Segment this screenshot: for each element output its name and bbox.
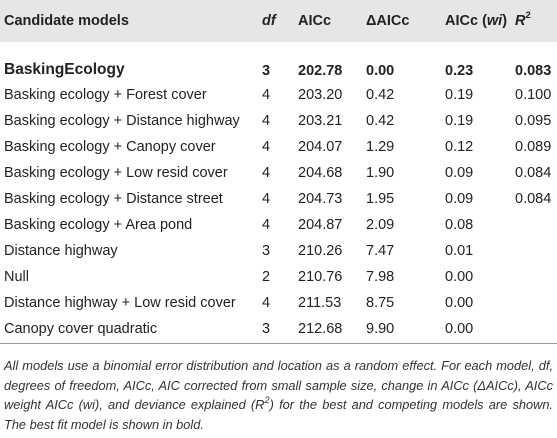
cell-wi: 0.23 — [445, 63, 474, 79]
cell-df: 4 — [262, 139, 271, 155]
cell-r2 — [515, 290, 557, 316]
cell-r2 — [515, 212, 557, 238]
cell-model: Basking ecology + Distance street — [4, 191, 223, 207]
cell-model: Canopy cover quadratic — [0, 316, 262, 344]
cell-r2: 0.084 — [515, 165, 552, 181]
cell-r2: 0.100 — [515, 87, 552, 103]
header-delta-aicc: ΔAICc — [366, 13, 410, 29]
table-footnote: All models use a binomial error distribu… — [4, 356, 553, 434]
cell-model: Basking ecology + Forest cover — [4, 87, 207, 103]
table-row: Basking ecology + Forest cover 4 203.20 0.4… — [0, 82, 557, 108]
header-r-squared-sup: 2 — [525, 10, 531, 22]
cell-daicc: 0.00 — [366, 63, 395, 79]
table-row: Basking ecology + Distance highway 4 203.2… — [0, 108, 557, 134]
cell-model: Basking ecology + Area pond — [4, 217, 193, 233]
header-aicc-weight: AICc (wi) — [445, 0, 515, 42]
cell-r2: 0.084 — [515, 191, 552, 207]
cell-daicc: 2.09 — [366, 217, 395, 233]
table-row: Basking ecology + Low resid cover 4 204.68… — [0, 160, 557, 186]
cell-wi: 0.19 — [445, 87, 474, 103]
cell-aicc: 202.78 — [298, 63, 343, 79]
cell-daicc: 0.42 — [366, 113, 395, 129]
header-r-squared: R2 — [515, 0, 557, 42]
table-row: Basking ecology + Canopy cover 4 204.07 1.2… — [0, 134, 557, 160]
header-df: df — [262, 13, 276, 29]
cell-aicc: 204.87 — [298, 217, 343, 233]
cell-daicc: 7.98 — [366, 269, 395, 285]
cell-aicc: 204.73 — [298, 191, 343, 207]
cell-daicc: 7.47 — [366, 243, 395, 259]
cell-aicc: 203.20 — [298, 87, 343, 103]
cell-df: 4 — [262, 165, 271, 181]
cell-df: 2 — [262, 269, 271, 285]
header-aicc-weight-suffix: ) — [502, 13, 508, 29]
cell-aicc: 210.76 — [298, 269, 343, 285]
cell-aicc: 204.68 — [298, 165, 343, 181]
cell-df: 4 — [262, 295, 271, 311]
cell-r2: 0.083 — [515, 63, 552, 79]
cell-model: Distance highway + Low resid cover — [4, 295, 236, 311]
cell-df: 4 — [262, 87, 271, 103]
cell-daicc: 0.42 — [366, 87, 395, 103]
table-row: BaskingEcology 3 202.78 0.00 0.23 0.083 — [0, 42, 557, 82]
cell-daicc: 1.90 — [366, 165, 395, 181]
cell-df: 4 — [262, 113, 271, 129]
header-candidate-models: Candidate models — [4, 13, 129, 29]
cell-wi: 0.09 — [445, 191, 474, 207]
cell-wi: 0.00 — [445, 316, 515, 344]
cell-r2 — [515, 264, 557, 290]
cell-daicc: 1.95 — [366, 191, 395, 207]
cell-wi: 0.00 — [445, 269, 474, 285]
cell-wi: 0.12 — [445, 139, 474, 155]
header-r-squared-base: R — [515, 13, 526, 29]
cell-wi: 0.19 — [445, 113, 474, 129]
cell-wi: 0.00 — [445, 295, 474, 311]
table-body: BaskingEcology 3 202.78 0.00 0.23 0.083 Baskin… — [0, 42, 557, 344]
cell-model: Basking ecology + Canopy cover — [4, 139, 216, 155]
cell-df: 4 — [262, 191, 271, 207]
cell-r2 — [515, 316, 557, 344]
cell-model: Basking ecology + Low resid cover — [4, 165, 228, 181]
cell-r2: 0.095 — [515, 113, 552, 129]
cell-daicc: 1.29 — [366, 139, 395, 155]
header-aicc-weight-prefix: AICc ( — [445, 13, 487, 29]
cell-model: Null — [4, 269, 29, 285]
header-aicc-weight-var: wi — [486, 13, 503, 29]
footnote-sup: 2 — [264, 394, 270, 406]
cell-wi: 0.01 — [445, 243, 474, 259]
cell-model: Distance highway — [4, 243, 118, 259]
cell-df: 3 — [262, 243, 271, 259]
cell-aicc: 210.26 — [298, 243, 343, 259]
cell-daicc: 9.90 — [366, 316, 445, 344]
cell-model: Basking ecology + Distance highway — [4, 113, 240, 129]
cell-df: 3 — [262, 63, 271, 79]
table-row: Basking ecology + Distance street 4 204.73… — [0, 186, 557, 212]
footnote-text-1: All models use a binomial error distribu… — [4, 358, 553, 412]
cell-df: 3 — [262, 316, 298, 344]
footnote-text-2: ) for the best and competing models are … — [4, 397, 553, 432]
table-row: Canopy cover quadratic 3 212.68 9.90 0.00 — [0, 316, 557, 344]
table-row: Null 2 210.76 7.98 0.00 — [0, 264, 557, 290]
cell-df: 4 — [262, 217, 271, 233]
header-aicc: AICc — [298, 13, 332, 29]
cell-wi: 0.08 — [445, 217, 474, 233]
cell-model: BaskingEcology — [4, 61, 125, 78]
cell-aicc: 212.68 — [298, 316, 366, 344]
cell-daicc: 8.75 — [366, 295, 395, 311]
cell-r2 — [515, 238, 557, 264]
header-row: Candidate models df AICc ΔAICc AICc (wi)… — [0, 0, 557, 42]
cell-wi: 0.09 — [445, 165, 474, 181]
cell-aicc: 203.21 — [298, 113, 343, 129]
cell-r2: 0.089 — [515, 139, 552, 155]
candidate-models-table: Candidate models df AICc ΔAICc AICc (wi)… — [0, 0, 557, 344]
cell-aicc: 204.07 — [298, 139, 343, 155]
table-row: Distance highway + Low resid cover 4 211.5… — [0, 290, 557, 316]
table-row: Distance highway 3 210.26 7.47 0.01 — [0, 238, 557, 264]
table-row: Basking ecology + Area pond 4 204.87 2.09 0.… — [0, 212, 557, 238]
cell-aicc: 211.53 — [298, 295, 342, 311]
